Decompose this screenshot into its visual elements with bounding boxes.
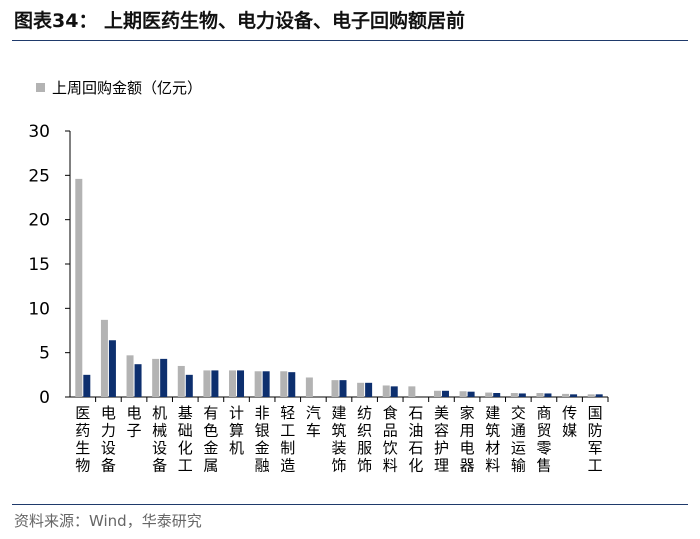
bar-series1 — [459, 391, 467, 397]
x-tick-label: 交通运输 — [511, 404, 526, 475]
bar-series2 — [185, 374, 193, 397]
bar-series1 — [357, 382, 365, 397]
bar-series2 — [441, 390, 449, 397]
legend: 上周回购金额（亿元） — [36, 79, 202, 97]
y-tick-label: 5 — [39, 344, 50, 364]
bar-series1 — [203, 370, 211, 397]
bar-series1 — [100, 319, 108, 397]
x-tick-label: 家用电器 — [460, 404, 475, 475]
bar-series1 — [536, 393, 544, 397]
source-note: 资料来源：Wind，华泰研究 — [14, 512, 202, 530]
axes: 0 5 10 15 20 25 30 — [28, 122, 609, 408]
x-tick-label: 国防军工 — [588, 404, 603, 475]
x-tick-label: 美容护理 — [434, 404, 449, 475]
bar-series1 — [510, 393, 518, 397]
bar-series1 — [433, 390, 441, 397]
y-tick-label: 10 — [28, 299, 50, 319]
bar-series1 — [382, 385, 390, 397]
bar-series2 — [390, 386, 398, 397]
x-tick-label: 轻工制造 — [280, 404, 295, 475]
x-tick-label: 传媒 — [562, 404, 577, 440]
x-tick-label: 建筑装饰 — [331, 404, 346, 475]
bar-series1 — [485, 392, 493, 397]
y-tick-label: 30 — [28, 122, 50, 142]
y-tick-label: 25 — [28, 166, 50, 186]
x-tick-label: 建筑材料 — [485, 404, 500, 475]
x-tick-label: 电子 — [127, 404, 142, 440]
x-tick-labels: 医药生物电力设备电子机械设备基础化工有色金属计算机非银金融轻工制造汽车建筑装饰纺… — [75, 404, 602, 475]
x-tick-label: 电力设备 — [101, 404, 116, 475]
y-tick-label: 20 — [28, 211, 50, 231]
x-tick-label: 纺织服饰 — [357, 404, 372, 475]
x-tick-label: 医药生物 — [75, 404, 90, 475]
legend-label: 上周回购金额（亿元） — [52, 79, 202, 97]
legend-swatch — [36, 83, 45, 92]
title-rule — [12, 40, 688, 41]
bar-series2 — [211, 370, 219, 397]
bar-series1 — [75, 178, 83, 397]
bar-series2 — [262, 371, 270, 397]
x-tick-label: 有色金属 — [203, 404, 218, 475]
page-title: 图表34： 上期医药生物、电力设备、电子回购额居前 — [14, 10, 466, 32]
bar-series1 — [152, 358, 160, 397]
bar-series2 — [365, 382, 373, 397]
bar-series2 — [339, 380, 347, 397]
y-tick-label: 0 — [39, 388, 50, 408]
bar-series2 — [237, 370, 245, 397]
y-tick-label: 15 — [28, 255, 50, 275]
bar-series2 — [595, 394, 603, 397]
bar-series1 — [331, 380, 339, 397]
bar-series1 — [562, 393, 570, 397]
x-tick-label: 基础化工 — [178, 404, 193, 475]
x-tick-label: 汽车 — [306, 404, 321, 440]
bar-series2 — [108, 340, 116, 397]
x-tick-label: 食品饮料 — [383, 404, 398, 475]
x-tick-label: 商贸零售 — [536, 404, 551, 475]
bar-series2 — [570, 394, 578, 397]
bar-series1 — [408, 386, 416, 397]
x-tick-label: 机械设备 — [152, 404, 167, 475]
x-tick-label: 非银金融 — [255, 404, 270, 475]
bars — [75, 178, 603, 397]
bar-series2 — [83, 374, 91, 397]
bar-series1 — [229, 370, 237, 397]
bar-series2 — [134, 364, 142, 397]
bar-series1 — [305, 377, 313, 397]
x-tick-label: 计算机 — [229, 404, 244, 457]
bar-series2 — [467, 391, 475, 397]
bar-series1 — [126, 355, 134, 397]
x-tick-label: 石油石化 — [408, 404, 423, 475]
bar-series1 — [254, 371, 262, 397]
bar-series1 — [587, 394, 595, 397]
bar-series2 — [518, 393, 526, 397]
bar-series2 — [160, 358, 168, 397]
bar-series1 — [177, 365, 185, 397]
bar-series2 — [544, 393, 552, 397]
footer-rule — [12, 504, 688, 505]
bar-series2 — [288, 372, 296, 397]
bar-series1 — [280, 371, 288, 397]
bar-series2 — [493, 393, 501, 397]
